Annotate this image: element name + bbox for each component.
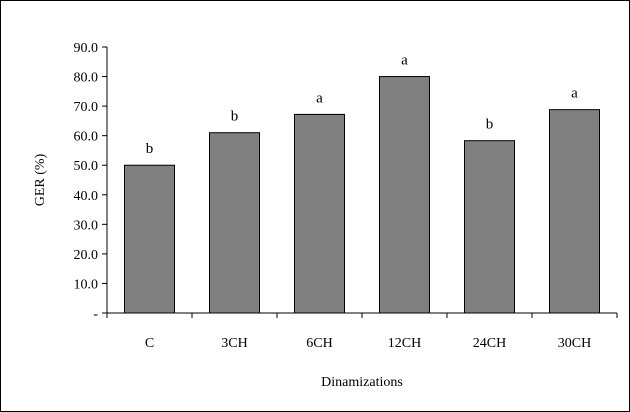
y-tick-label: 90.0 [74, 41, 99, 56]
y-tick-label: - [93, 307, 98, 322]
bar-significance-label: a [571, 86, 578, 102]
bar-6ch [294, 113, 345, 314]
x-axis-ticks: C 3CH 6CH 12CH 24CH 30CH [106, 313, 618, 351]
y-axis-ticks: - 10.0 20.0 30.0 40.0 50.0 60.0 70.0 80.0 90.0 [74, 41, 107, 322]
bar-24ch [464, 140, 515, 314]
bar-letter-labels: b b a a b a [146, 53, 578, 158]
x-tick-label: C [145, 336, 154, 351]
x-tick-label: 3CH [221, 336, 247, 351]
y-tick-label: 40.0 [74, 189, 99, 204]
bar-significance-label: a [316, 90, 323, 106]
bar-significance-label: b [486, 117, 494, 133]
bar-c [124, 164, 175, 314]
bar-12ch [379, 76, 430, 314]
x-tick-label: 12CH [388, 336, 421, 351]
y-tick-label: 70.0 [74, 100, 99, 115]
bar-3ch [209, 132, 260, 314]
y-tick-label: 30.0 [74, 218, 99, 233]
x-tick-label: 24CH [473, 336, 506, 351]
bar-30ch [549, 109, 600, 314]
bars [124, 76, 600, 314]
y-tick-label: 80.0 [74, 71, 99, 86]
y-axis-label: GER (%) [33, 153, 48, 206]
bar-significance-label: b [146, 141, 154, 157]
bar-significance-label: a [401, 53, 408, 69]
x-tick-label: 6CH [306, 336, 332, 351]
x-tick-label: 30CH [558, 336, 591, 351]
bar-significance-label: b [231, 109, 239, 125]
y-tick-label: 60.0 [74, 130, 99, 145]
y-tick-label: 50.0 [74, 159, 99, 174]
y-tick-label: 10.0 [74, 277, 99, 292]
y-tick-label: 20.0 [74, 248, 99, 263]
x-axis-label: Dinamizations [321, 375, 403, 390]
